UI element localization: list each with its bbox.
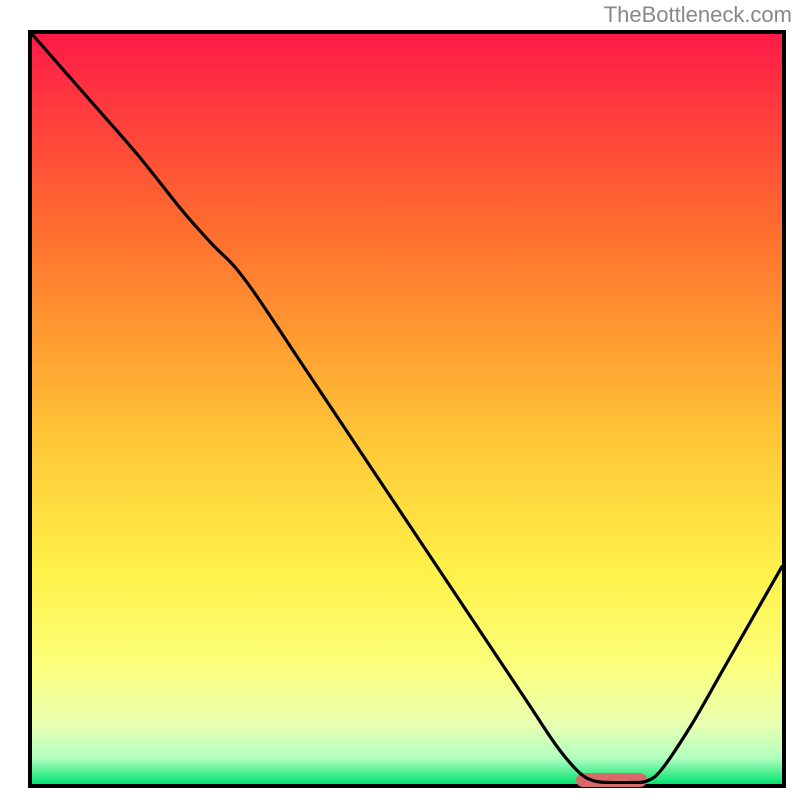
bottleneck-curve bbox=[32, 34, 782, 784]
bottleneck-chart bbox=[28, 30, 786, 788]
watermark-text: TheBottleneck.com bbox=[604, 2, 792, 28]
